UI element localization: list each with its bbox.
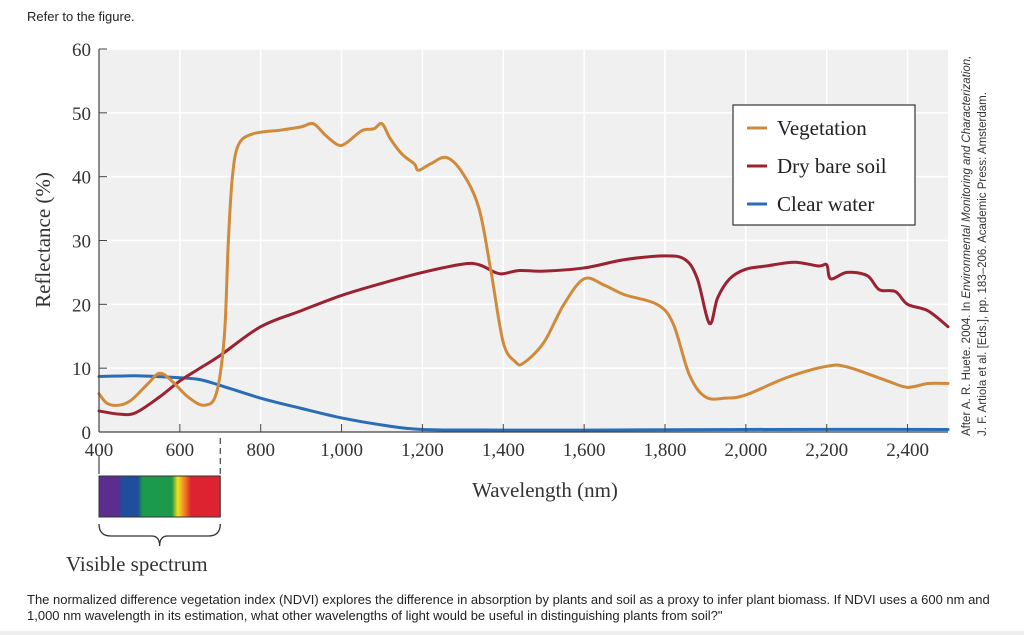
legend-label: Vegetation <box>777 116 867 140</box>
y-tick-label: 50 <box>72 104 91 125</box>
y-tick-label: 40 <box>72 168 91 189</box>
reflectance-chart: 400 600 800 1,000 1,200 1,400 1,600 1,800 2,000 2… <box>31 40 989 576</box>
series-line-clear-water <box>97 374 950 432</box>
x-tick-label: 1,800 <box>644 440 687 461</box>
x-tick-label: 600 <box>166 440 195 461</box>
source-citation-line2: J. F. Artiola et al. [Eds.], pp. 183–206… <box>977 92 989 436</box>
y-tick-label: 10 <box>72 359 91 380</box>
visible-spectrum <box>98 438 221 547</box>
brace <box>98 523 221 547</box>
x-tick-label: 800 <box>246 440 275 461</box>
y-axis-label: Reflectance (%) <box>31 172 55 308</box>
series-lines <box>97 121 950 432</box>
legend-label: Dry bare soil <box>777 154 887 178</box>
question-text: The normalized difference vegetation ind… <box>27 592 990 623</box>
divider <box>0 631 1024 635</box>
x-tick-label: 1,200 <box>401 440 444 461</box>
legend: Vegetation Dry bare soil Clear water <box>732 104 916 226</box>
x-tick-label: 2,400 <box>886 440 929 461</box>
source-citation-line1: After A. R. Huete. 2004. In Environmenta… <box>961 56 973 436</box>
legend-label: Clear water <box>777 192 874 216</box>
intro-text: Refer to the figure. <box>27 9 135 24</box>
x-axis-label: Wavelength (nm) <box>472 478 618 502</box>
x-tick-label: 1,400 <box>482 440 525 461</box>
y-tick-label: 60 <box>72 40 91 61</box>
y-tick-label: 30 <box>72 232 91 253</box>
y-tick-label: 0 <box>82 423 92 444</box>
x-tick-label: 400 <box>85 440 114 461</box>
x-tick-label: 2,000 <box>724 440 767 461</box>
x-tick-label: 1,600 <box>563 440 606 461</box>
axes: 400 600 800 1,000 1,200 1,400 1,600 1,800 2,000 2… <box>72 40 948 461</box>
spectrum-bar <box>98 475 221 518</box>
x-tick-label: 1,000 <box>320 440 363 461</box>
series-line-vegetation <box>97 121 950 407</box>
series-line-dry-bare-soil <box>97 254 950 417</box>
x-tick-label: 2,200 <box>805 440 848 461</box>
visible-spectrum-label: Visible spectrum <box>66 552 208 576</box>
y-tick-label: 20 <box>72 295 91 316</box>
